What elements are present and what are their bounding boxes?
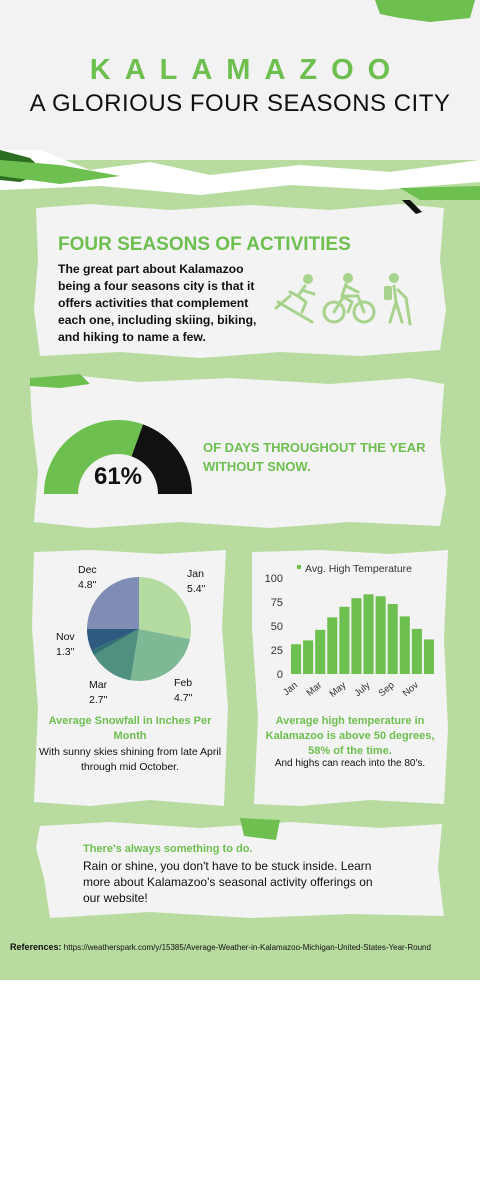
y-tick-label: 50: [271, 621, 283, 633]
snowfall-caption-body: With sunny skies shining from late April…: [38, 746, 222, 773]
pie-slice-jan: [139, 577, 192, 640]
activities-body: The great part about Kalamazoo being a f…: [58, 262, 257, 344]
bar-dec: [423, 639, 434, 674]
y-tick-label: 0: [277, 669, 283, 681]
bar-apr: [327, 617, 338, 674]
pie-label-nov: Nov 1.3": [56, 630, 75, 660]
pie-label-mar-value: 2.7": [89, 694, 108, 706]
snowfall-pie-chart: [87, 577, 192, 681]
bar-jun: [351, 598, 362, 674]
pie-slice-nov: [87, 629, 139, 651]
page-subtitle: A GLORIOUS FOUR SEASONS CITY: [29, 90, 451, 117]
gauge-percent: 61%: [94, 463, 142, 490]
biking-icon: [322, 273, 376, 324]
gauge-arc-snowless: [44, 420, 144, 494]
x-tick-label: Nov: [401, 680, 421, 699]
y-tick-label: 25: [271, 645, 283, 657]
bar-feb: [303, 640, 314, 674]
pie-label-dec-value: 4.8": [78, 579, 97, 591]
pie-slice-apr: [91, 629, 139, 655]
top-right-strip: [375, 0, 475, 22]
pie-label-mar-month: Mar: [89, 679, 108, 691]
x-tick-label: Jan: [281, 680, 300, 698]
pie-slice-mar: [93, 629, 139, 681]
pie-label-feb-value: 4.7": [174, 692, 193, 704]
pie-label-jan-value: 5.4": [187, 583, 206, 595]
bar-jan: [291, 644, 302, 674]
temperature-card: [252, 550, 448, 806]
temperature-caption-title: Average high temperature in Kalamazoo is…: [265, 715, 435, 757]
snowless-card: [30, 374, 446, 528]
activities-card: [34, 200, 446, 358]
snowless-label: OF DAYS THROUGHOUT THE YEAR WITHOUT SNOW…: [203, 440, 426, 474]
x-tick-label: July: [352, 680, 372, 699]
bar-aug: [375, 596, 386, 674]
left-green-strip: [0, 160, 120, 184]
cta-heading: There's always something to do.: [83, 843, 253, 855]
x-tick-label: Sep: [377, 680, 397, 699]
bar-may: [339, 606, 350, 674]
skiing-icon: [274, 274, 316, 324]
pie-label-mar: Mar 2.7": [89, 678, 107, 708]
snowfall-caption-title: Average Snowfall in Inches Per Month: [48, 715, 212, 742]
header-torn-edge: [0, 150, 480, 195]
gauge-arcs: [44, 420, 192, 494]
x-tick-label: May: [327, 680, 348, 700]
activity-icons: [274, 273, 412, 326]
references-url[interactable]: https://weatherspark.com/y/15385/Average…: [63, 943, 431, 952]
pie-label-nov-value: 1.3": [56, 646, 75, 658]
bar-chart-marks: Avg. High Temperature 0 25 50 75 100 Jan Mar May…: [265, 563, 434, 700]
right-green-strip: [400, 186, 480, 200]
snowless-gauge: 61%: [44, 420, 192, 494]
pie-slice-feb: [130, 629, 191, 681]
temperature-caption-body: And highs can reach into the 80's.: [274, 758, 426, 769]
pie-label-jan: Jan 5.4": [187, 567, 205, 597]
cta-body: Rain or shine, you don't have to be stuc…: [83, 859, 373, 905]
bar-mar: [315, 629, 326, 674]
pie-label-nov-month: Nov: [56, 631, 75, 643]
header-background: [0, 0, 480, 180]
pie-label-feb: Feb 4.7": [174, 676, 192, 706]
cta-card: [36, 818, 444, 918]
references-label: References:: [10, 942, 62, 952]
gauge-arc-snow: [131, 424, 192, 494]
bar-sep: [387, 603, 398, 674]
pie-label-feb-month: Feb: [174, 677, 193, 689]
temperature-bar-chart: Avg. High Temperature 0 25 50 75 100 Jan Mar May…: [265, 563, 434, 700]
activities-heading: FOUR SEASONS OF ACTIVITIES: [58, 234, 351, 255]
y-tick-label: 100: [265, 573, 283, 585]
decorative-torn-edges: [0, 0, 480, 200]
legend-swatch: [297, 565, 301, 569]
pie-slice-dec: [87, 577, 139, 629]
pie-label-jan-month: Jan: [187, 568, 204, 580]
pie-label-dec-month: Dec: [78, 564, 97, 576]
bar-nov: [411, 628, 422, 674]
pie-label-dec: Dec 4.8": [78, 563, 97, 593]
y-tick-label: 75: [271, 597, 283, 609]
x-tick-label: Mar: [305, 680, 325, 699]
references: References: https://weatherspark.com/y/1…: [10, 942, 470, 952]
pie-slices: [87, 577, 192, 681]
bar-oct: [399, 616, 410, 674]
legend-label: Avg. High Temperature: [305, 563, 412, 575]
page-title: KALAMAZOO: [89, 54, 405, 86]
hiking-icon: [384, 273, 412, 326]
bar-july: [363, 594, 374, 674]
